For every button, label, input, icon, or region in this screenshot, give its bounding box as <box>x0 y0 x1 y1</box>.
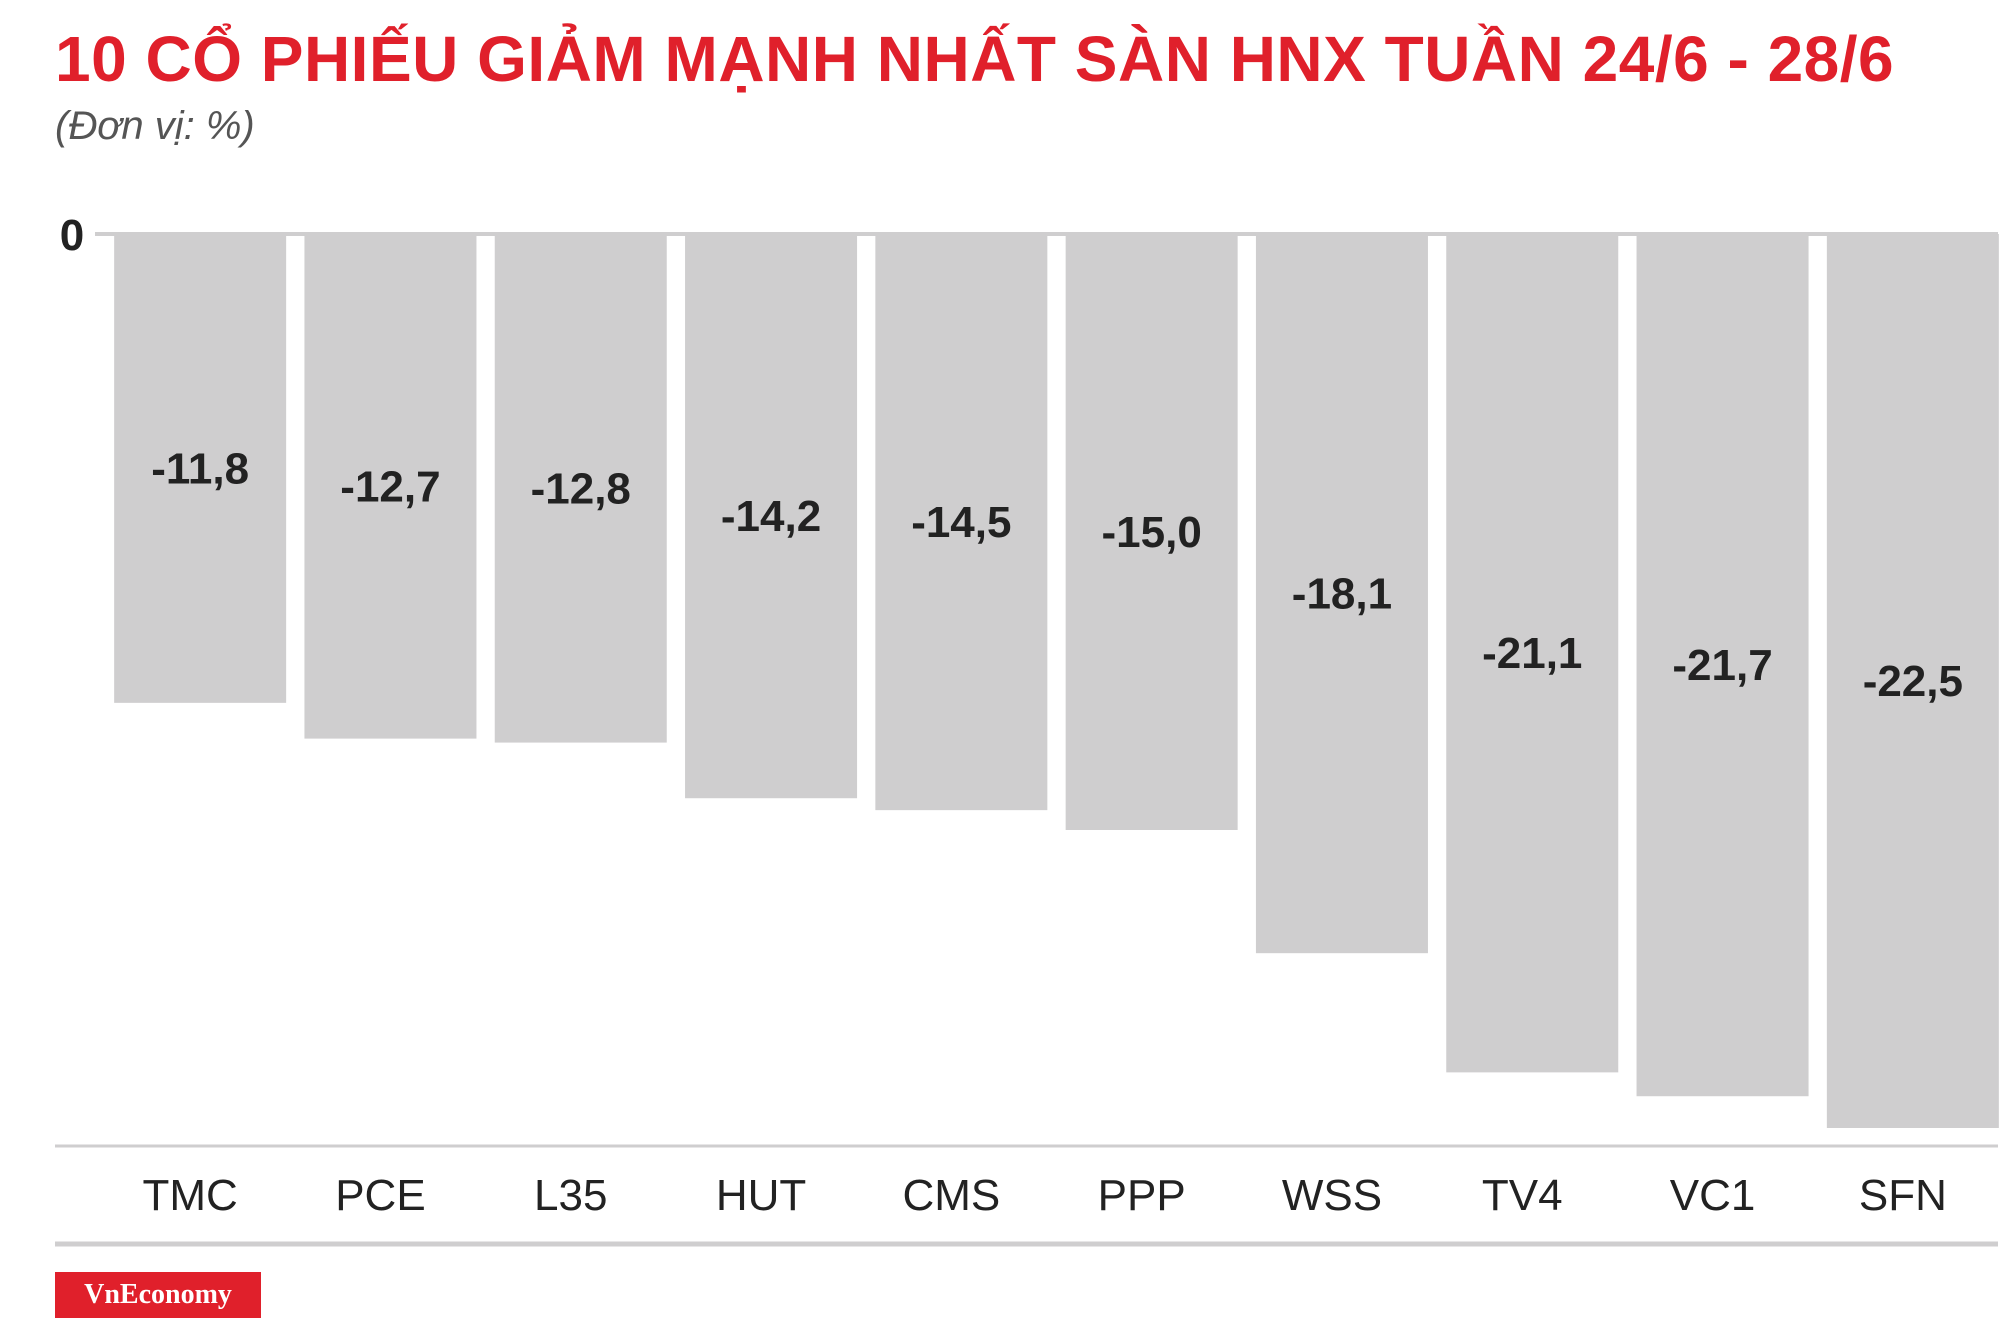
data-label-cms: -14,5 <box>911 498 1011 547</box>
x-tick-label-pce: PCE <box>335 1171 425 1220</box>
bar-tmc <box>114 234 287 703</box>
x-tick-label-sfn: SFN <box>1859 1171 1947 1220</box>
bar-sfn <box>1826 234 1999 1128</box>
data-label-hut: -14,2 <box>721 492 821 541</box>
bar-hut <box>685 234 858 799</box>
logo-text: VnEconomy <box>84 1279 232 1310</box>
data-label-tmc: -11,8 <box>151 444 249 493</box>
data-label-l35: -12,8 <box>531 464 631 513</box>
bar-vc1 <box>1636 234 1809 1097</box>
x-tick-label-tmc: TMC <box>142 1171 237 1220</box>
x-tick-label-hut: HUT <box>716 1171 806 1220</box>
data-label-sfn: -22,5 <box>1863 657 1963 706</box>
data-label-pce: -12,7 <box>340 462 440 511</box>
bar-pce <box>304 234 477 739</box>
bar-wss <box>1255 234 1428 954</box>
x-tick-label-l35: L35 <box>534 1171 607 1220</box>
bar-l35 <box>494 234 667 743</box>
y-tick-label: 0 <box>60 211 84 260</box>
vneconomy-logo: VnEconomy <box>55 1272 261 1318</box>
data-label-vc1: -21,7 <box>1672 641 1772 690</box>
x-tick-label-vc1: VC1 <box>1670 1171 1756 1220</box>
chart-subtitle: (Đơn vị: %) <box>55 104 255 148</box>
data-label-wss: -18,1 <box>1292 570 1392 619</box>
x-tick-label-tv4: TV4 <box>1482 1171 1563 1220</box>
chart-title: 10 CỔ PHIẾU GIẢM MẠNH NHẤT SÀN HNX TUẦN … <box>55 23 1895 95</box>
data-label-ppp: -15,0 <box>1102 508 1202 557</box>
bar-cms <box>875 234 1048 811</box>
bar-ppp <box>1065 234 1238 830</box>
x-tick-label-cms: CMS <box>902 1171 1000 1220</box>
x-tick-label-ppp: PPP <box>1098 1171 1186 1220</box>
x-tick-label-wss: WSS <box>1282 1171 1382 1220</box>
bar-tv4 <box>1446 234 1619 1073</box>
data-label-tv4: -21,1 <box>1482 629 1582 678</box>
